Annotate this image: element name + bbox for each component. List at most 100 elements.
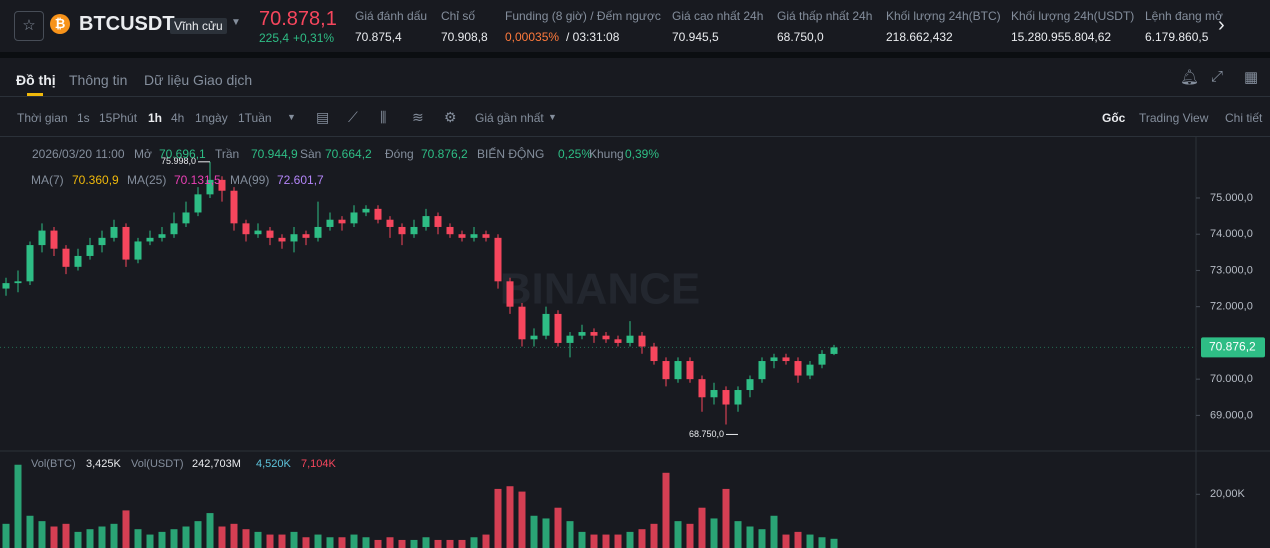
candle-body: [614, 339, 622, 343]
candle-body: [470, 234, 478, 238]
symbol[interactable]: BTCUSDT: [79, 13, 175, 35]
view[interactable]: Trading View: [1139, 111, 1209, 125]
candle-body: [230, 190, 238, 224]
price-type[interactable]: Giá gần nhất: [475, 111, 544, 125]
volume-bar: [590, 534, 598, 548]
legend-label: BIẾN ĐỘNG: [477, 147, 545, 161]
y-tick-label: 74.000,0: [1210, 228, 1253, 240]
interval[interactable]: 1ngày: [195, 111, 228, 125]
volume-bar: [278, 534, 286, 548]
candle-body: [326, 219, 334, 227]
y-tick-label: 20,00K: [1210, 488, 1246, 500]
stat-value: 6.179.860,5: [1145, 30, 1209, 44]
ma-value: 72.601,7: [277, 173, 324, 187]
view[interactable]: Gốc: [1102, 111, 1126, 125]
tool-icon[interactable]: ≋: [412, 109, 424, 125]
ma-value: 70.360,9: [72, 173, 119, 187]
tool-icon[interactable]: ⚙: [444, 109, 457, 125]
stat-label: Giá thấp nhất 24h: [777, 9, 873, 23]
alert-icon[interactable]: 🔔︎: [1180, 69, 1200, 86]
candle-body: [290, 234, 298, 242]
stat-value: 0,00035%: [505, 30, 560, 44]
volume-bar: [206, 513, 214, 548]
tab[interactable]: Đồ thị: [16, 72, 56, 88]
candle-body: [674, 361, 682, 380]
interval-more[interactable]: ▼: [287, 112, 296, 122]
candle-body: [98, 237, 106, 246]
tool-icon[interactable]: ⟋: [348, 109, 358, 125]
tab[interactable]: Dữ liệu Giao dịch: [144, 72, 253, 88]
volume-bar: [98, 526, 106, 548]
candle-body: [218, 179, 226, 191]
layout-icon[interactable]: ▦: [1244, 69, 1259, 86]
y-tick-label: 75.000,0: [1210, 192, 1253, 204]
candle-body: [422, 216, 430, 227]
tab[interactable]: Thông tin: [69, 72, 128, 88]
candle-body: [2, 283, 10, 289]
stat-label: Giá cao nhất 24h: [672, 9, 764, 23]
volume-bar: [50, 526, 58, 548]
volume-bar: [182, 526, 190, 548]
y-tick-label: 69.000,0: [1210, 409, 1253, 421]
stat-label: Funding (8 giờ) / Đếm ngược: [505, 9, 661, 23]
volume-bar: [470, 537, 478, 548]
candle-body: [518, 306, 526, 340]
interval[interactable]: 1Tuần: [238, 111, 272, 125]
candle-body: [278, 237, 286, 242]
candle-body: [482, 234, 490, 238]
candle-body: [782, 357, 790, 362]
interval[interactable]: 4h: [171, 111, 185, 125]
volume-bar: [482, 534, 490, 548]
interval[interactable]: 1s: [77, 111, 90, 125]
ma-label: MA(7): [31, 173, 64, 187]
volume-bar: [242, 529, 250, 548]
volume-bar: [770, 515, 778, 548]
volume-bar: [230, 523, 238, 548]
candle-body: [302, 234, 310, 238]
dropdown[interactable]: ▼: [231, 17, 241, 28]
candle-body: [794, 361, 802, 376]
legend-label: Trần: [215, 147, 240, 161]
interval[interactable]: 15Phút: [99, 111, 138, 125]
scroll-right[interactable]: ›: [1210, 0, 1270, 52]
legend-label: Mở: [134, 147, 152, 161]
tool-icon[interactable]: ⫼: [380, 109, 387, 125]
volume-bar: [518, 491, 526, 548]
vol-label: Vol(USDT): [131, 458, 184, 470]
candle-body: [86, 245, 94, 256]
volume-bar: [410, 539, 418, 548]
candle-body: [350, 212, 358, 224]
volume-bar: [362, 537, 370, 548]
stat-label: Chỉ số: [441, 9, 476, 23]
candle-body: [14, 281, 22, 284]
volume-bar: [386, 537, 394, 548]
vol-value: 242,703M: [192, 458, 241, 470]
volume-bar: [338, 537, 346, 548]
candle-body: [830, 347, 838, 354]
y-tick-label: 73.000,0: [1210, 264, 1253, 276]
price-type-arrow[interactable]: ▼: [548, 112, 557, 122]
expand-icon[interactable]: ⤢: [1211, 68, 1224, 85]
favorite[interactable]: ☆: [14, 11, 44, 41]
contract[interactable]: Vĩnh cửu: [170, 18, 227, 34]
max-label: 75.998,0: [161, 156, 196, 166]
last-price-label: 70.876,2: [1209, 340, 1256, 354]
volume-bar: [530, 515, 538, 548]
candle-body: [710, 390, 718, 398]
tab-indicator: [27, 93, 43, 96]
volume-bar: [314, 534, 322, 548]
stat-value: 68.750,0: [777, 30, 824, 44]
volume-bar: [626, 531, 634, 548]
candle-body: [554, 313, 562, 343]
vol-label: Vol(BTC): [31, 458, 76, 470]
candle-body: [770, 357, 778, 362]
vol-ma-value: 7,104K: [301, 458, 336, 470]
tool-icon[interactable]: ▤: [316, 109, 330, 125]
volume-bar: [26, 515, 34, 548]
candle-body: [590, 332, 598, 336]
interval[interactable]: 1h: [148, 111, 163, 125]
view[interactable]: Chi tiết: [1225, 111, 1263, 125]
candle-body: [110, 226, 118, 238]
price: 70.878,1: [259, 8, 337, 30]
volume-bar: [566, 521, 574, 548]
